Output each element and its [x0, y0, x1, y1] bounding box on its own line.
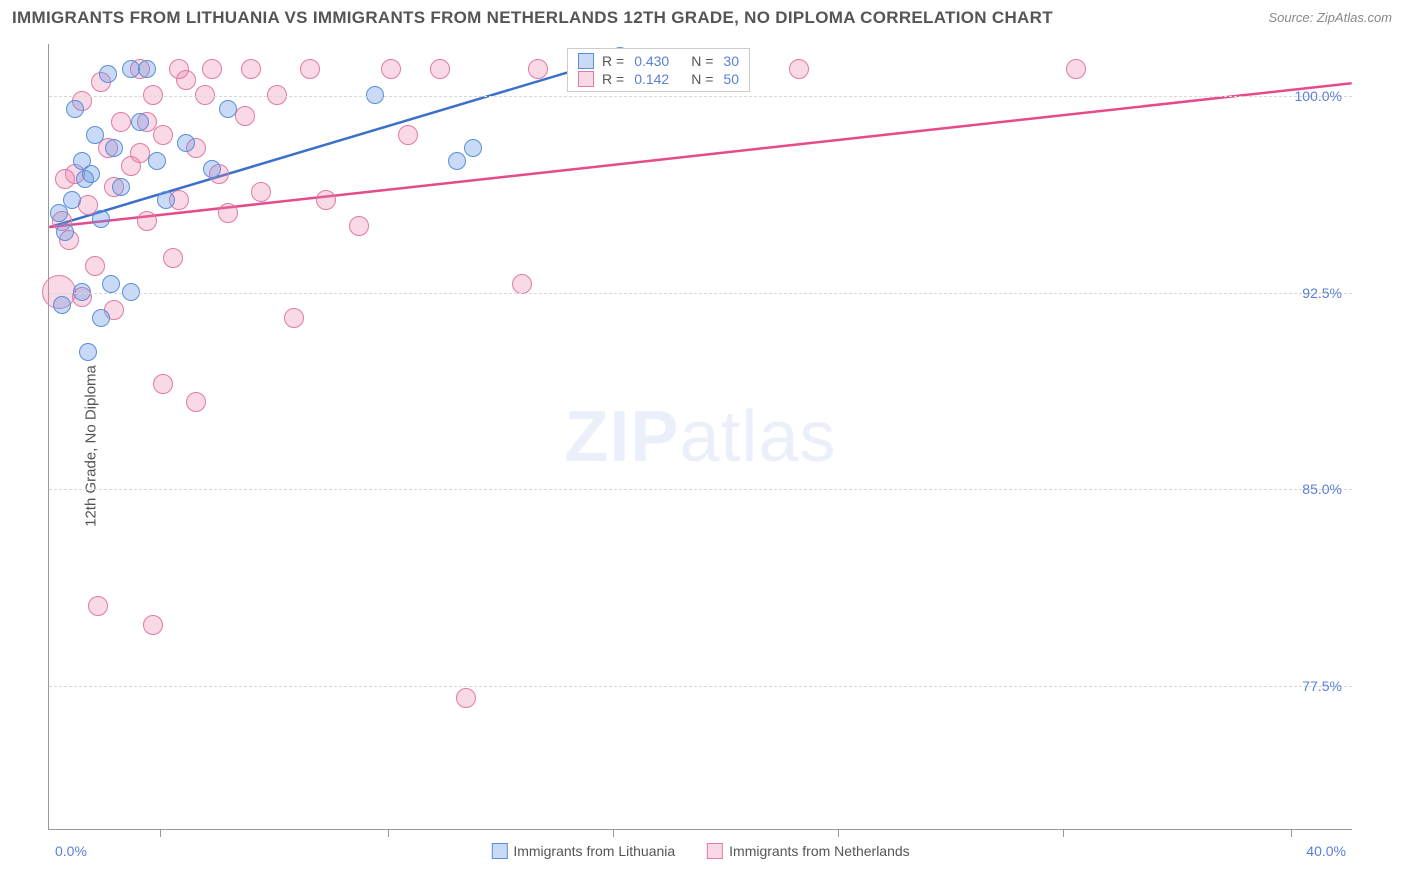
scatter-point: [53, 296, 71, 314]
legend-row: R = 0.430 N = 30: [578, 53, 739, 69]
scatter-point: [122, 60, 140, 78]
scatter-point: [218, 203, 238, 223]
scatter-point: [300, 59, 320, 79]
scatter-point: [92, 309, 110, 327]
scatter-point: [512, 274, 532, 294]
legend-n-label: N =: [691, 71, 713, 87]
scatter-point: [66, 100, 84, 118]
scatter-point: [102, 275, 120, 293]
scatter-point: [163, 248, 183, 268]
scatter-point: [137, 211, 157, 231]
source-label: Source: ZipAtlas.com: [1268, 10, 1392, 25]
x-axis-max-label: 40.0%: [1306, 843, 1346, 859]
x-tick: [838, 829, 839, 837]
trend-lines-svg: [49, 44, 1352, 829]
scatter-point: [186, 392, 206, 412]
scatter-point: [219, 100, 237, 118]
y-tick-label: 100.0%: [1295, 88, 1342, 104]
legend-swatch-icon: [578, 71, 594, 87]
legend-item: Immigrants from Lithuania: [491, 843, 675, 859]
scatter-point: [153, 374, 173, 394]
scatter-point: [203, 160, 221, 178]
scatter-point: [138, 60, 156, 78]
scatter-point: [111, 112, 131, 132]
scatter-point: [131, 113, 149, 131]
scatter-point: [56, 223, 74, 241]
legend-item: Immigrants from Netherlands: [707, 843, 910, 859]
series-legend: Immigrants from Lithuania Immigrants from…: [491, 843, 909, 859]
legend-swatch-icon: [707, 843, 723, 859]
gridline: [49, 96, 1352, 97]
y-tick-label: 77.5%: [1302, 678, 1342, 694]
scatter-point: [169, 59, 189, 79]
scatter-point: [177, 134, 195, 152]
scatter-point: [528, 59, 548, 79]
chart-plot-area: ZIPatlas 100.0% 92.5% 85.0% 77.5% R = 0.430 N…: [48, 44, 1352, 830]
scatter-point: [85, 256, 105, 276]
scatter-point: [284, 308, 304, 328]
legend-n-value: 30: [723, 53, 739, 69]
scatter-point: [241, 59, 261, 79]
x-tick: [613, 829, 614, 837]
scatter-point: [82, 165, 100, 183]
legend-r-value: 0.430: [634, 53, 669, 69]
scatter-point: [789, 59, 809, 79]
chart-title: IMMIGRANTS FROM LITHUANIA VS IMMIGRANTS …: [12, 8, 1053, 28]
y-tick-label: 92.5%: [1302, 285, 1342, 301]
legend-label: Immigrants from Netherlands: [729, 843, 910, 859]
legend-r-label: R =: [602, 71, 624, 87]
legend-row: R = 0.142 N = 50: [578, 71, 739, 87]
scatter-point: [92, 210, 110, 228]
scatter-point: [148, 152, 166, 170]
scatter-point: [99, 65, 117, 83]
legend-n-label: N =: [691, 53, 713, 69]
scatter-point: [251, 182, 271, 202]
correlation-legend: R = 0.430 N = 30 R = 0.142 N = 50: [567, 48, 750, 92]
scatter-point: [349, 216, 369, 236]
scatter-point: [381, 59, 401, 79]
scatter-point: [464, 139, 482, 157]
x-axis-min-label: 0.0%: [55, 843, 87, 859]
legend-r-value: 0.142: [634, 71, 669, 87]
scatter-point: [398, 125, 418, 145]
scatter-point: [448, 152, 466, 170]
gridline: [49, 293, 1352, 294]
scatter-point: [153, 125, 173, 145]
legend-label: Immigrants from Lithuania: [513, 843, 675, 859]
scatter-point: [1066, 59, 1086, 79]
scatter-point: [79, 343, 97, 361]
legend-swatch-icon: [491, 843, 507, 859]
watermark: ZIPatlas: [564, 396, 836, 478]
x-tick: [160, 829, 161, 837]
scatter-point: [157, 191, 175, 209]
scatter-point: [456, 688, 476, 708]
x-tick: [1063, 829, 1064, 837]
scatter-point: [202, 59, 222, 79]
scatter-point: [86, 126, 104, 144]
legend-n-value: 50: [723, 71, 739, 87]
scatter-point: [88, 596, 108, 616]
scatter-point: [55, 169, 75, 189]
legend-r-label: R =: [602, 53, 624, 69]
scatter-point: [112, 178, 130, 196]
scatter-point: [235, 106, 255, 126]
scatter-point: [105, 139, 123, 157]
trend-line: [49, 83, 1351, 227]
scatter-point: [430, 59, 450, 79]
legend-swatch-icon: [578, 53, 594, 69]
y-tick-label: 85.0%: [1302, 481, 1342, 497]
gridline: [49, 686, 1352, 687]
scatter-point: [316, 190, 336, 210]
scatter-point: [63, 191, 81, 209]
scatter-point: [143, 615, 163, 635]
x-tick: [388, 829, 389, 837]
x-tick: [1291, 829, 1292, 837]
gridline: [49, 489, 1352, 490]
